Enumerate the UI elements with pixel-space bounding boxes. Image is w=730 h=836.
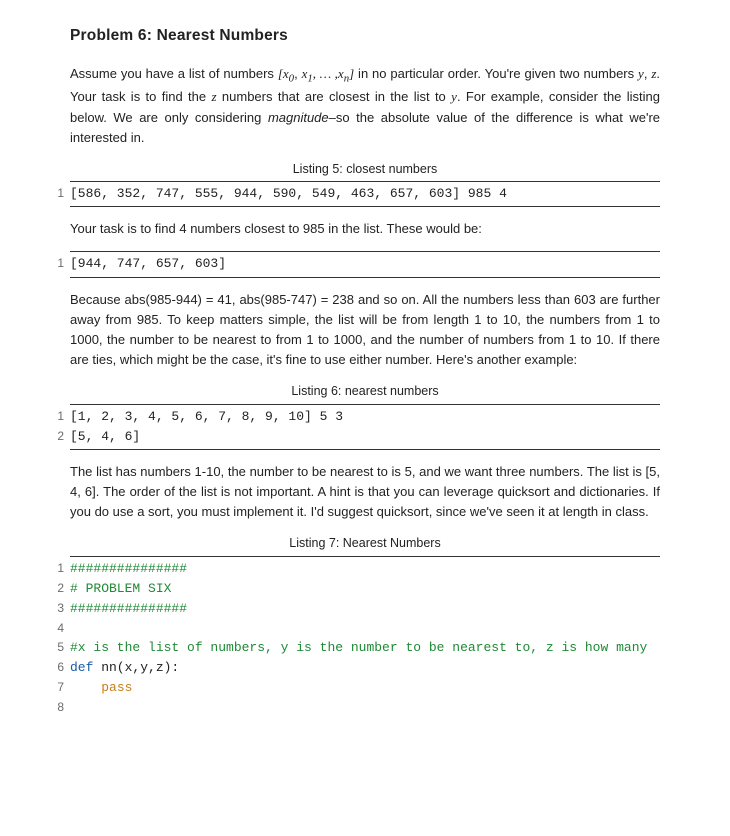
line-number: 3 xyxy=(40,599,64,618)
rule xyxy=(70,449,660,450)
italic-magnitude: magnitude xyxy=(268,110,329,125)
line-number: 4 xyxy=(40,619,64,638)
line-number: 6 xyxy=(40,658,64,677)
rule xyxy=(70,206,660,207)
line-number: 1 xyxy=(40,254,64,273)
listing7-caption: Listing 7: Nearest Numbers xyxy=(70,534,660,553)
code-line: 2[5, 4, 6] xyxy=(70,427,660,447)
code-line: 3############### xyxy=(70,599,660,619)
code-text: [1, 2, 3, 4, 5, 6, 7, 8, 9, 10] 5 3 xyxy=(70,407,343,427)
code-line: 2# PROBLEM SIX xyxy=(70,579,660,599)
rule xyxy=(70,251,660,252)
code-segment: # PROBLEM SIX xyxy=(70,579,171,599)
code-line: 5#x is the list of numbers, y is the num… xyxy=(70,638,660,658)
code-text: [944, 747, 657, 603] xyxy=(70,254,226,274)
line-number: 2 xyxy=(40,579,64,598)
page-title: Problem 6: Nearest Numbers xyxy=(70,24,660,48)
code-line: 1[586, 352, 747, 555, 944, 590, 549, 463… xyxy=(70,184,660,204)
code-line: 6def nn(x,y,z): xyxy=(70,658,660,678)
rule xyxy=(70,181,660,182)
line-number: 7 xyxy=(40,678,64,697)
code-line: 1[944, 747, 657, 603] xyxy=(70,254,660,274)
paragraph-3: Because abs(985-944) = 41, abs(985-747) … xyxy=(70,290,660,371)
rule xyxy=(70,556,660,557)
listing5b-code: 1[944, 747, 657, 603] xyxy=(70,254,660,274)
code-segment: #x is the list of numbers, y is the numb… xyxy=(70,638,647,658)
rule xyxy=(70,404,660,405)
code-line: 8 xyxy=(70,698,660,717)
code-line: 7 pass xyxy=(70,678,660,698)
line-number: 1 xyxy=(40,407,64,426)
code-segment: ############### xyxy=(70,559,187,579)
math-x1: x1 xyxy=(302,66,313,81)
math-xn: xn xyxy=(338,66,349,81)
rule xyxy=(70,277,660,278)
line-number: 1 xyxy=(40,184,64,203)
listing6-caption: Listing 6: nearest numbers xyxy=(70,382,660,401)
paragraph-2: Your task is to find 4 numbers closest t… xyxy=(70,219,660,239)
text: numbers that are closest in the list to xyxy=(217,89,452,104)
code-line: 1[1, 2, 3, 4, 5, 6, 7, 8, 9, 10] 5 3 xyxy=(70,407,660,427)
code-text: [5, 4, 6] xyxy=(70,427,140,447)
line-number: 8 xyxy=(40,698,64,717)
listing6-code: 1[1, 2, 3, 4, 5, 6, 7, 8, 9, 10] 5 32[5,… xyxy=(70,407,660,447)
listing5-code: 1[586, 352, 747, 555, 944, 590, 549, 463… xyxy=(70,184,660,204)
code-line: 1############### xyxy=(70,559,660,579)
code-line: 4 xyxy=(70,619,660,638)
text: in no particular order. You're given two… xyxy=(354,66,638,81)
code-text: [586, 352, 747, 555, 944, 590, 549, 463,… xyxy=(70,184,507,204)
paragraph-4: The list has numbers 1-10, the number to… xyxy=(70,462,660,522)
code-segment: nn(x,y,z): xyxy=(93,658,179,678)
intro-paragraph: Assume you have a list of numbers [x0, x… xyxy=(70,64,660,148)
text: Assume you have a list of numbers xyxy=(70,66,278,81)
code-segment: pass xyxy=(101,678,132,698)
math-x0: x0 xyxy=(283,66,294,81)
listing5-caption: Listing 5: closest numbers xyxy=(70,160,660,179)
math-dots: , … , xyxy=(313,66,338,81)
code-segment: def xyxy=(70,658,93,678)
listing7-code: 1###############2# PROBLEM SIX3#########… xyxy=(70,559,660,717)
document-page: Problem 6: Nearest Numbers Assume you ha… xyxy=(0,0,730,836)
line-number: 1 xyxy=(40,559,64,578)
code-segment xyxy=(70,678,101,698)
line-number: 5 xyxy=(40,638,64,657)
line-number: 2 xyxy=(40,427,64,446)
code-segment: ############### xyxy=(70,599,187,619)
